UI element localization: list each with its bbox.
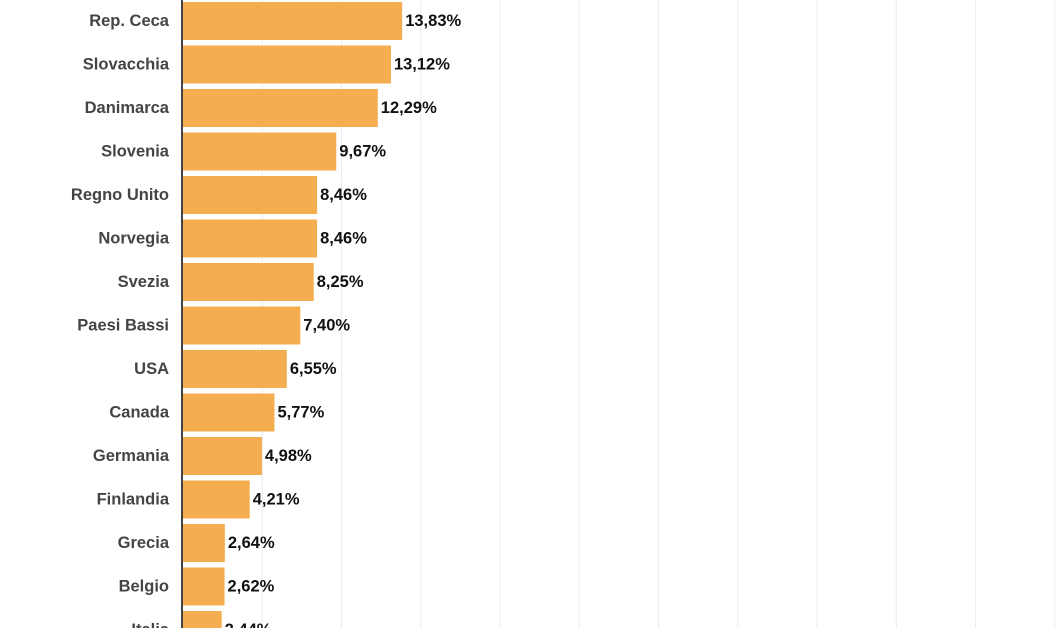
bar-norvegia: [183, 219, 318, 258]
category-label-germania: Germania: [93, 447, 170, 465]
bar-italia: [183, 611, 222, 628]
value-label-norvegia: 8,46%: [320, 230, 367, 248]
value-label-finlandia: 4,21%: [253, 491, 300, 509]
value-label-paesi-bassi: 7,40%: [303, 317, 350, 335]
value-labels: 13,83% 13,12% 12,29% 9,67% 8,46% 8,46% 8,25% 7,…: [225, 12, 462, 628]
category-label-grecia: Grecia: [118, 534, 170, 552]
category-label-canada: Canada: [109, 404, 169, 422]
value-label-germania: 4,98%: [265, 447, 312, 465]
value-label-danimarca: 12,29%: [381, 99, 437, 117]
category-label-italia: Italia: [131, 621, 169, 628]
category-label-slovacchia: Slovacchia: [83, 56, 170, 74]
bar-usa: [183, 350, 287, 388]
bar-slovacchia: [183, 45, 391, 84]
bar-regno-unito: [183, 176, 318, 214]
bar-belgio: [183, 567, 225, 606]
value-label-svezia: 8,25%: [317, 273, 364, 291]
category-label-danimarca: Danimarca: [85, 99, 170, 117]
value-label-slovacchia: 13,12%: [394, 56, 450, 74]
bar-rep-ceca: [183, 2, 403, 40]
bar-grecia: [183, 524, 225, 562]
value-label-canada: 5,77%: [277, 404, 324, 422]
bar-germania: [183, 437, 262, 475]
value-label-rep-ceca: 13,83%: [405, 12, 461, 30]
value-label-regno-unito: 8,46%: [320, 186, 367, 204]
category-label-belgio: Belgio: [119, 578, 169, 596]
category-labels: Rep. Ceca Slovacchia Danimarca Slovenia Regn…: [71, 12, 170, 628]
bar-canada: [183, 393, 275, 432]
category-label-slovenia: Slovenia: [101, 143, 170, 161]
bars: [183, 2, 403, 628]
value-label-italia: 2,44%: [225, 621, 272, 628]
gridlines: [261, 0, 1056, 628]
category-label-regno-unito: Regno Unito: [71, 186, 169, 204]
value-label-slovenia: 9,67%: [339, 143, 386, 161]
category-label-finlandia: Finlandia: [97, 491, 170, 509]
category-label-paesi-bassi: Paesi Bassi: [77, 317, 169, 335]
bar-paesi-bassi: [183, 306, 301, 345]
value-label-belgio: 2,62%: [228, 578, 275, 596]
bar-svezia: [183, 263, 314, 301]
bar-danimarca: [183, 89, 378, 127]
category-label-rep-ceca: Rep. Ceca: [89, 12, 170, 30]
bar-finlandia: [183, 480, 250, 519]
bar-slovenia: [183, 132, 337, 171]
category-label-norvegia: Norvegia: [98, 230, 169, 248]
category-label-svezia: Svezia: [118, 273, 170, 291]
category-label-usa: USA: [134, 360, 169, 378]
value-label-usa: 6,55%: [290, 360, 337, 378]
value-label-grecia: 2,64%: [228, 534, 275, 552]
